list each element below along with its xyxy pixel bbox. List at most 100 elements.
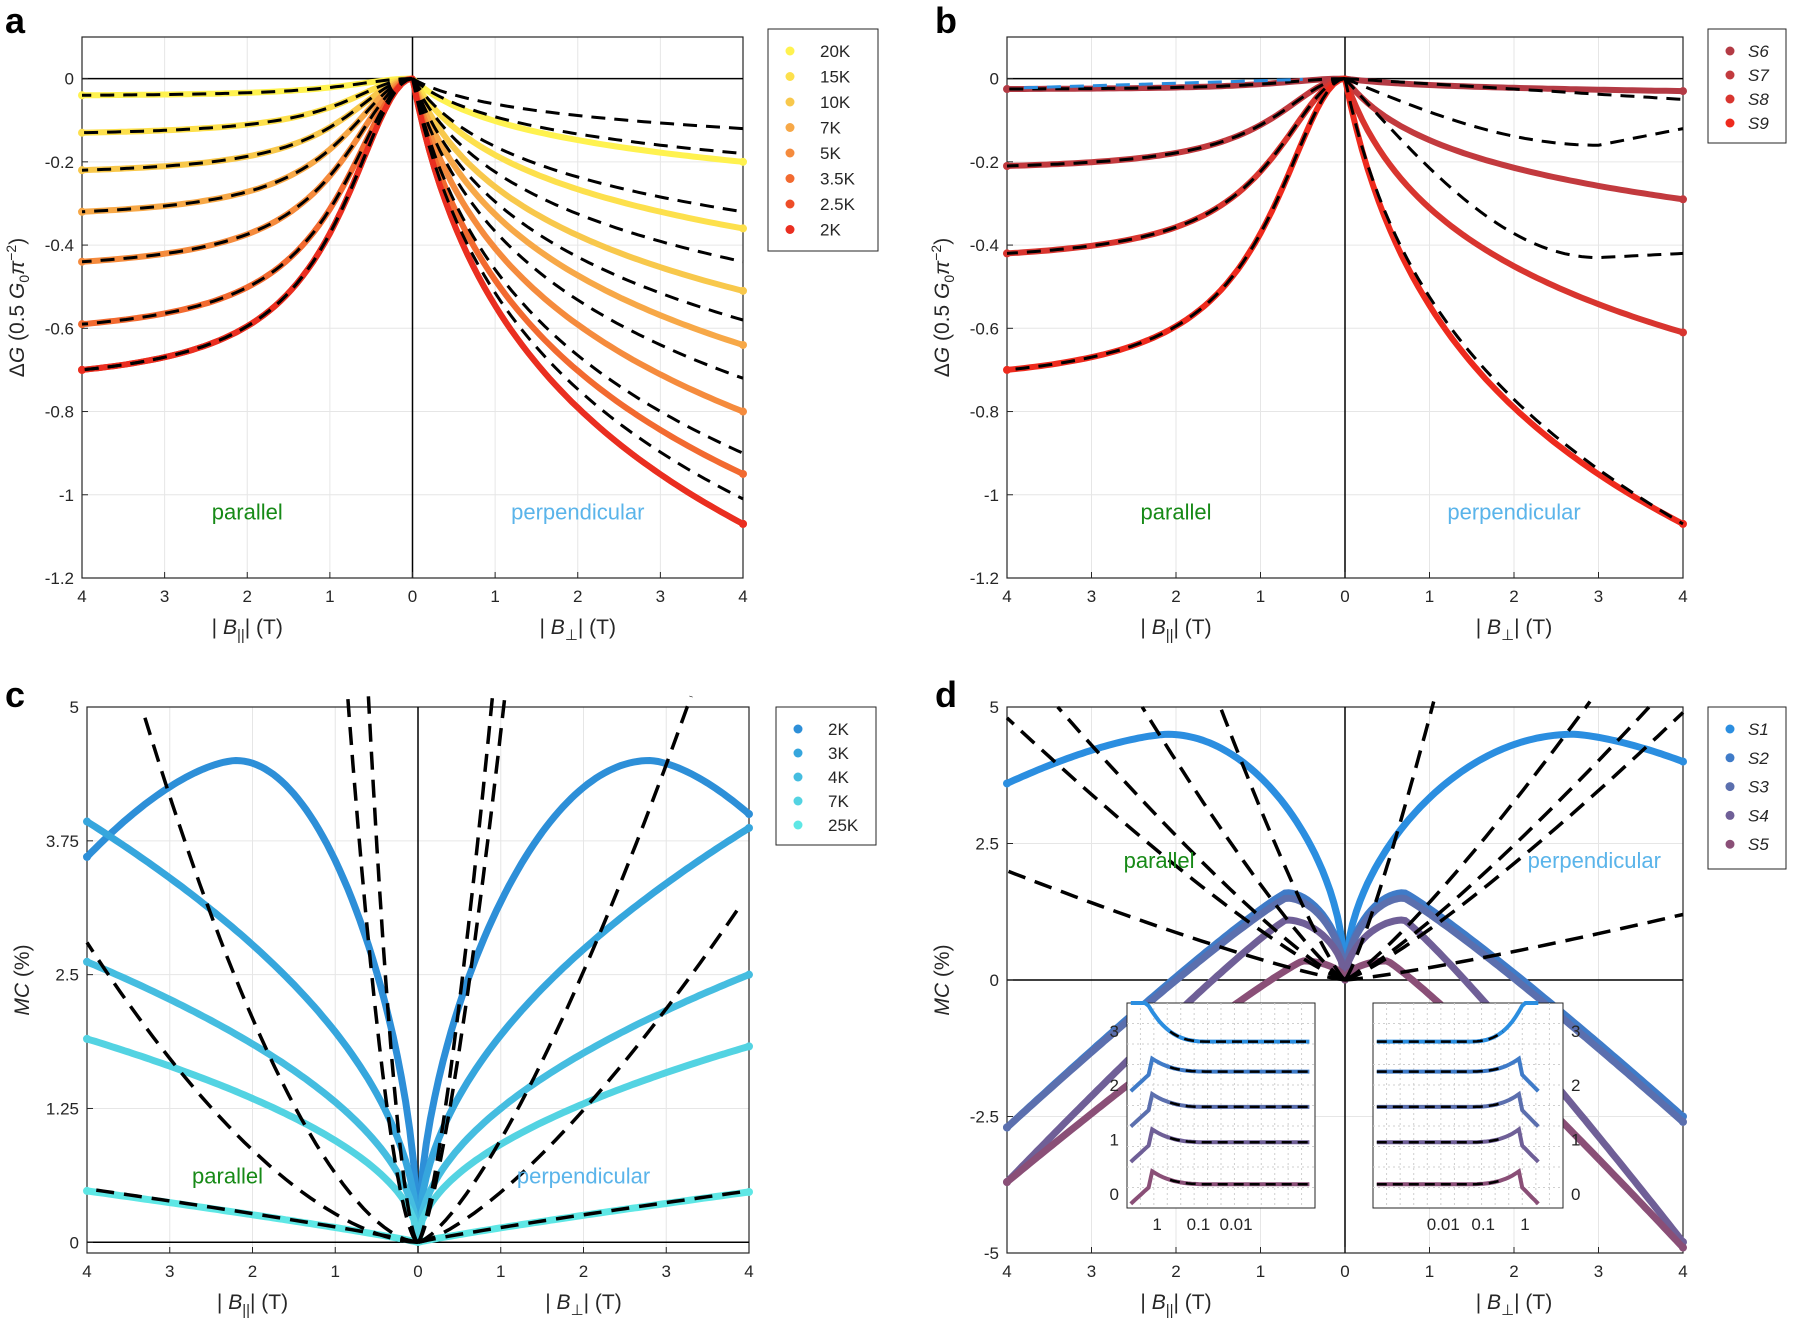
fit-parallel [1006, 869, 1346, 982]
series-2K-perpendicular [409, 75, 746, 527]
point-4K-perp-end [745, 970, 753, 979]
x-tick-label: 3 [165, 1262, 174, 1281]
legend-marker [1725, 782, 1735, 792]
fit-parallel [345, 696, 419, 1244]
series-S3-perp [1341, 894, 1687, 1126]
x-label-sub: ⊥ [1501, 1302, 1514, 1319]
x-tick-label: 4 [744, 1262, 753, 1281]
point-15K-perp-end [739, 224, 747, 233]
series-7K-perpendicular [409, 75, 746, 348]
series-7K-perp [414, 1042, 753, 1246]
x-tick-label: 4 [1678, 1262, 1687, 1281]
y-tick-label: 0 [65, 70, 74, 89]
y-label-delta: Δ [931, 363, 954, 377]
x-label-post: | (T) [1174, 1291, 1212, 1314]
legend-label: S5 [1748, 835, 1769, 854]
y-tick-label: 5 [990, 698, 999, 717]
x-tick-label: 2 [1171, 587, 1180, 606]
x-label-var: B [557, 1291, 571, 1314]
x-label-sub: ⊥ [1501, 627, 1514, 644]
point-7K-perp-end [745, 1042, 753, 1051]
inset-right: 0 1 2 3 0.01 0.1 1 [1372, 1001, 1580, 1234]
fit-2K-parallel [81, 77, 413, 372]
x-tick-label: 1 [1425, 587, 1434, 606]
x-tick-label: 1 [1256, 1262, 1265, 1281]
x-tick-label: 3 [1594, 1262, 1603, 1281]
series-2K-par [83, 756, 422, 1246]
inset-fit-S5 [1376, 1178, 1504, 1186]
y-label: MC (%) [931, 944, 954, 1015]
inset-fit-S4 [1376, 1136, 1504, 1144]
y-tick-label: -1 [59, 486, 74, 505]
y-tick-label: -1.2 [970, 569, 999, 588]
fit-2K-perpendicular [411, 78, 744, 501]
fit-parallel [1005, 716, 1346, 982]
annotation-parallel: parallel [192, 1163, 263, 1188]
inset-y-tick-label: 1 [1110, 1131, 1119, 1150]
x-tick-label: 2 [243, 587, 252, 606]
y-label-delta: Δ [6, 363, 29, 377]
fit-group [81, 77, 744, 501]
point-5K-perp-end [739, 407, 747, 416]
x-label-var: B [228, 1291, 242, 1314]
y-tick-label: -0.8 [970, 403, 999, 422]
x-label-sub: || [242, 1302, 250, 1319]
y-label-open: (0.5 [931, 299, 954, 347]
legend-marker [785, 97, 795, 107]
point-S1-par-end [1003, 779, 1011, 788]
y-tick-label: 0 [990, 971, 999, 990]
y-tick-label: -0.6 [970, 319, 999, 338]
point-S3-par-end [1003, 1123, 1011, 1132]
legend-marker [793, 772, 803, 782]
legend-label: 5K [820, 144, 841, 163]
legend-marker [785, 174, 795, 183]
annotations: parallel perpendicular [212, 500, 645, 525]
fit-perpendicular [1343, 701, 1436, 981]
legend-marker [793, 724, 803, 734]
y-label-var: MC [11, 982, 34, 1015]
fit-parallel [1140, 706, 1346, 982]
y-tick-label: -1 [984, 486, 999, 505]
legend-label: 2K [820, 221, 841, 240]
x-tick-label: 1 [331, 1262, 340, 1281]
series-S1-par [1003, 730, 1349, 984]
fit-group [1005, 700, 1685, 982]
legend-marker [793, 796, 803, 806]
fit-15K-perpendicular [411, 77, 744, 155]
fit-perpendicular [416, 696, 507, 1244]
legend-label: S9 [1748, 114, 1769, 133]
legend-label: S8 [1748, 90, 1769, 109]
y-tick-label: -0.4 [45, 236, 74, 255]
fit-perpendicular [416, 696, 495, 1244]
x-label-var: B [1152, 616, 1166, 639]
legend-label: S3 [1748, 778, 1769, 797]
legend-label: 7K [820, 119, 841, 138]
x-tick-label: 2 [573, 587, 582, 606]
x-tick-label: 3 [1594, 587, 1603, 606]
point-4K-par-end [83, 957, 91, 966]
x-tick-label: 0 [1340, 1262, 1349, 1281]
series-S2-perp [1341, 889, 1687, 1120]
y-label-var: MC [931, 982, 954, 1015]
legend-marker [785, 225, 795, 234]
legend: 20K 15K 10K 7K 5K 3.5K 2.5K 2K [767, 28, 879, 252]
series-4K-par [83, 958, 422, 1246]
annotations: parallel perpendicular [192, 1163, 650, 1188]
inset-x-tick-label: 1 [1152, 1215, 1161, 1234]
point-S6-perp-end [1679, 87, 1687, 96]
legend-label: 2.5K [820, 195, 856, 214]
x-label-parallel: | B||| (T) [1140, 616, 1211, 644]
inset-y-tick-label: 0 [1110, 1185, 1119, 1204]
series-S3-par [1003, 894, 1349, 1131]
fit-S9-perpendicular [1343, 78, 1684, 526]
point-25K-par-end [83, 1186, 91, 1195]
annotations: parallel perpendicular [1124, 848, 1661, 873]
point-7K-par-end [83, 1034, 91, 1043]
legend-label: 20K [820, 42, 851, 61]
inset-fit-S1 [1169, 1030, 1310, 1043]
inset-x-tick-label: 0.01 [1427, 1215, 1460, 1234]
x-label-var: B [1152, 1291, 1166, 1314]
fit-5K-parallel [81, 77, 413, 264]
series-S7-perpendicular [1342, 75, 1686, 203]
point-S5-par-end [1003, 1178, 1011, 1187]
